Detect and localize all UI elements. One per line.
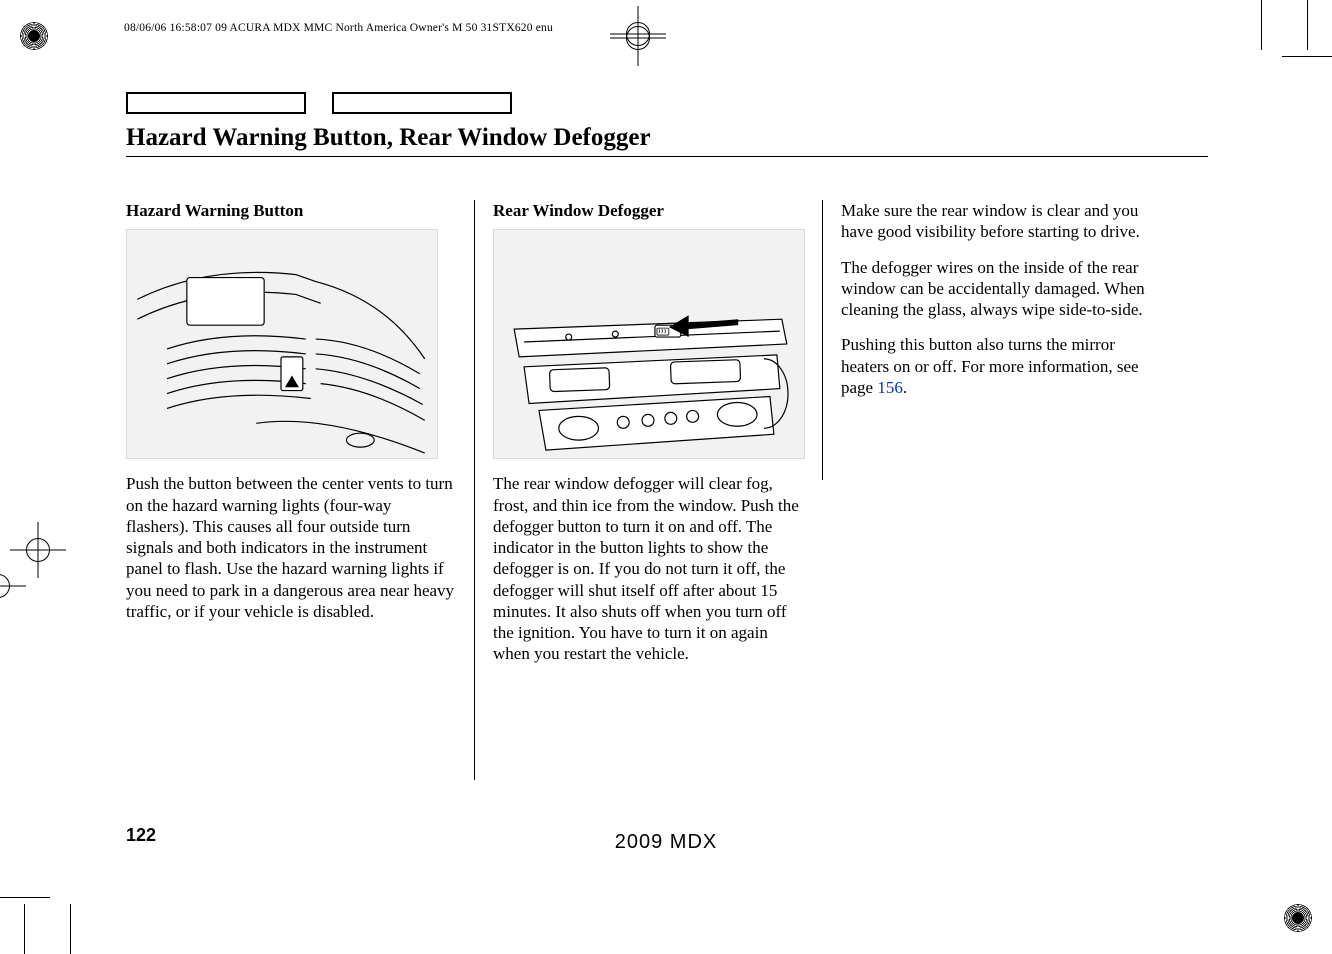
hazard-dashboard-icon	[127, 230, 437, 458]
crop-line-icon	[1307, 0, 1308, 50]
col3-p2: The defogger wires on the inside of the …	[841, 257, 1152, 321]
crop-line-icon	[0, 897, 50, 898]
figure-rear-defogger	[493, 229, 805, 459]
redaction-box	[126, 92, 306, 114]
crop-line-icon	[1261, 0, 1262, 50]
registration-mark-icon	[20, 22, 48, 50]
content-columns: Hazard Warning Button	[126, 200, 1206, 780]
crop-cross-icon	[620, 16, 656, 52]
col3-p1: Make sure the rear window is clear and y…	[841, 200, 1152, 243]
col1-heading: Hazard Warning Button	[126, 200, 456, 221]
registration-mark-icon	[1284, 904, 1312, 932]
column-3: Make sure the rear window is clear and y…	[822, 200, 1170, 480]
crop-line-icon	[1282, 56, 1332, 57]
print-header-meta: 08/06/06 16:58:07 09 ACURA MDX MMC North…	[124, 22, 553, 34]
crop-line-icon	[70, 904, 71, 954]
col2-body: The rear window defogger will clear fog,…	[493, 473, 804, 664]
col3-p3-post: .	[903, 378, 907, 397]
defogger-console-icon	[494, 230, 804, 458]
col2-heading: Rear Window Defogger	[493, 200, 804, 221]
redaction-box	[332, 92, 512, 114]
column-1: Hazard Warning Button	[126, 200, 474, 780]
page-title: Hazard Warning Button, Rear Window Defog…	[126, 124, 651, 152]
footer-model: 2009 MDX	[0, 831, 1332, 854]
figure-hazard-button	[126, 229, 438, 459]
title-rule	[126, 156, 1208, 157]
crop-line-icon	[24, 904, 25, 954]
crop-cross-icon	[20, 532, 56, 568]
crop-cross-icon	[0, 568, 16, 604]
col3-p3: Pushing this button also turns the mirro…	[841, 334, 1152, 398]
column-2: Rear Window Defogger	[474, 200, 822, 780]
col1-body: Push the button between the center vents…	[126, 473, 456, 622]
page-ref-link[interactable]: 156	[877, 378, 903, 397]
